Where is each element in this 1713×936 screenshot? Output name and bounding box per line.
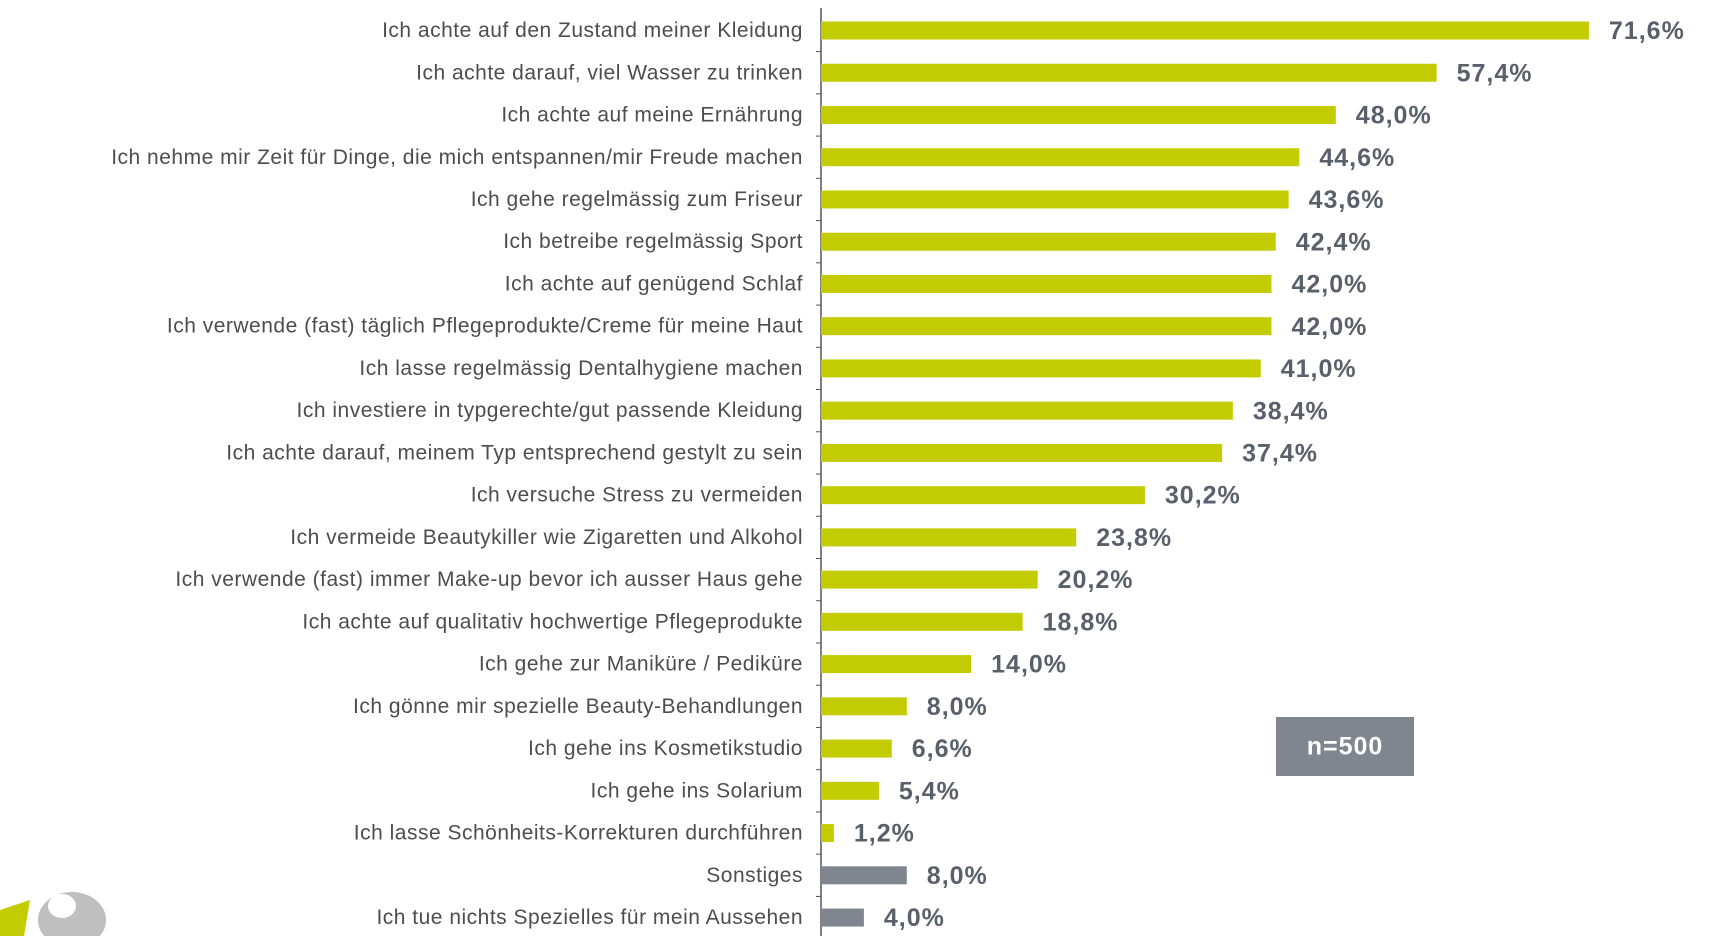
- bar: [821, 275, 1271, 293]
- bar: [821, 359, 1261, 377]
- value-label: 41,0%: [1281, 355, 1357, 383]
- category-label: Ich versuche Stress zu vermeiden: [471, 484, 803, 507]
- bar: [821, 106, 1336, 124]
- bar: [821, 444, 1222, 462]
- category-label: Ich lasse regelmässig Dentalhygiene mach…: [359, 357, 803, 380]
- annotation: n=500: [1307, 733, 1384, 761]
- bar: [821, 909, 864, 927]
- category-label: Ich gönne mir spezielle Beauty-Behandlun…: [353, 695, 803, 718]
- category-label: Ich achte auf den Zustand meiner Kleidun…: [382, 19, 803, 42]
- value-label: 8,0%: [927, 693, 988, 721]
- value-label: 42,4%: [1296, 228, 1372, 256]
- bar: [821, 148, 1299, 166]
- bar: [821, 190, 1289, 208]
- bar: [821, 233, 1276, 251]
- category-label: Ich achte auf qualitativ hochwertige Pfl…: [302, 610, 803, 633]
- bar: [821, 486, 1145, 504]
- value-label: 18,8%: [1043, 608, 1119, 636]
- bar: [821, 697, 907, 715]
- category-label: Sonstiges: [706, 864, 803, 887]
- category-label: Ich gehe ins Kosmetikstudio: [528, 737, 803, 760]
- value-label: 23,8%: [1096, 524, 1172, 552]
- category-label: Ich nehme mir Zeit für Dinge, die mich e…: [111, 146, 803, 169]
- bar: [821, 824, 834, 842]
- category-label: Ich gehe ins Solarium: [591, 779, 803, 802]
- bar: [821, 782, 879, 800]
- value-label: 43,6%: [1309, 186, 1385, 214]
- value-label: 57,4%: [1457, 59, 1533, 87]
- value-label: 30,2%: [1165, 482, 1241, 510]
- bar: [821, 22, 1589, 40]
- bar: [821, 317, 1271, 335]
- category-label: Ich betreibe regelmässig Sport: [503, 230, 803, 253]
- bar: [821, 655, 971, 673]
- value-label: 5,4%: [899, 777, 960, 805]
- category-label: Ich gehe zur Maniküre / Pediküre: [479, 653, 803, 676]
- value-label: 1,2%: [854, 820, 915, 848]
- category-label: Ich achte darauf, viel Wasser zu trinken: [416, 61, 803, 84]
- bar: [821, 740, 892, 758]
- mascot: [0, 892, 106, 936]
- value-label: 37,4%: [1242, 440, 1318, 468]
- value-label: 42,0%: [1291, 313, 1367, 341]
- category-label: Ich gehe regelmässig zum Friseur: [471, 188, 803, 211]
- value-label: 48,0%: [1356, 102, 1432, 130]
- category-label: Ich investiere in typgerechte/gut passen…: [297, 399, 803, 422]
- bar: [821, 613, 1023, 631]
- bar: [821, 402, 1233, 420]
- value-label: 6,6%: [912, 735, 973, 763]
- value-label: 42,0%: [1291, 271, 1367, 299]
- value-label: 4,0%: [884, 904, 945, 932]
- category-label: Ich tue nichts Spezielles für mein Ausse…: [376, 906, 803, 929]
- value-label: 71,6%: [1609, 17, 1685, 45]
- category-label: Ich lasse Schönheits-Korrekturen durchfü…: [354, 822, 803, 845]
- category-label: Ich vermeide Beautykiller wie Zigaretten…: [290, 526, 803, 549]
- category-label: Ich achte auf genügend Schlaf: [505, 272, 803, 295]
- bar: [821, 571, 1038, 589]
- value-label: 38,4%: [1253, 397, 1329, 425]
- category-label: Ich achte auf meine Ernährung: [501, 104, 803, 127]
- category-label: Ich achte darauf, meinem Typ entsprechen…: [226, 441, 803, 464]
- category-label: Ich verwende (fast) immer Make-up bevor …: [175, 568, 803, 591]
- bar: [821, 528, 1076, 546]
- bar: [821, 64, 1437, 82]
- value-label: 20,2%: [1058, 566, 1134, 594]
- bar: [821, 866, 907, 884]
- chart: n=500 Ich achte auf den Zustand meiner K…: [0, 0, 1713, 936]
- category-label: Ich verwende (fast) täglich Pflegeproduk…: [167, 315, 803, 338]
- value-label: 14,0%: [991, 651, 1067, 679]
- value-label: 8,0%: [927, 862, 988, 890]
- value-label: 44,6%: [1319, 144, 1395, 172]
